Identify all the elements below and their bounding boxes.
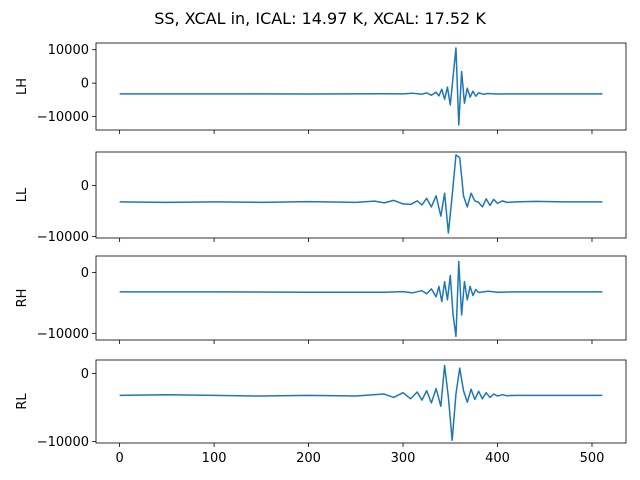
series-line-ll: [119, 154, 603, 234]
axes-frame: [95, 255, 627, 341]
y-axis-label: RL: [15, 393, 30, 410]
y-axis-label: RH: [15, 289, 30, 308]
y-axis-label: LH: [15, 78, 30, 95]
subplot-grid: 100000−10000LH0−10000LL0−10000RH0−100000…: [15, 42, 627, 466]
y-tick-label: −10000: [37, 435, 89, 450]
subplot-ll: 0 −10000 LL: [15, 151, 627, 245]
series-line-rl: [119, 364, 603, 442]
y-tick-label: −10000: [37, 230, 89, 245]
series-line-rh: [119, 260, 603, 338]
y-tick-label: −10000: [37, 110, 89, 125]
x-tick-label: 200: [296, 451, 321, 466]
y-tick-label: 0: [81, 77, 89, 92]
subplot-rl: 0 −10000 0 100 200 300 400 500 RL: [15, 359, 627, 466]
y-axis-label: LL: [15, 187, 30, 202]
x-tick-label: 300: [391, 451, 416, 466]
x-tick-label: 100: [202, 451, 227, 466]
x-tick-label: 400: [485, 451, 510, 466]
x-tick-label: 500: [580, 451, 605, 466]
y-tick-label: 10000: [48, 43, 89, 58]
x-tick-label: 0: [115, 451, 123, 466]
y-tick-label: −10000: [37, 327, 89, 342]
figure-title: SS, XCAL in, ICAL: 14.97 K, XCAL: 17.52 …: [154, 9, 486, 28]
subplot-rh: 0 −10000 RH: [15, 255, 627, 344]
subplot-lh: 10000 0 −10000 LH: [15, 42, 627, 134]
axes-frame: [95, 42, 627, 131]
y-tick-label: 0: [81, 266, 89, 281]
axes-frame: [95, 359, 627, 444]
series-line-lh: [119, 47, 603, 126]
y-tick-label: 0: [81, 367, 89, 382]
y-tick-label: 0: [81, 179, 89, 194]
axes-frame: [95, 151, 627, 239]
